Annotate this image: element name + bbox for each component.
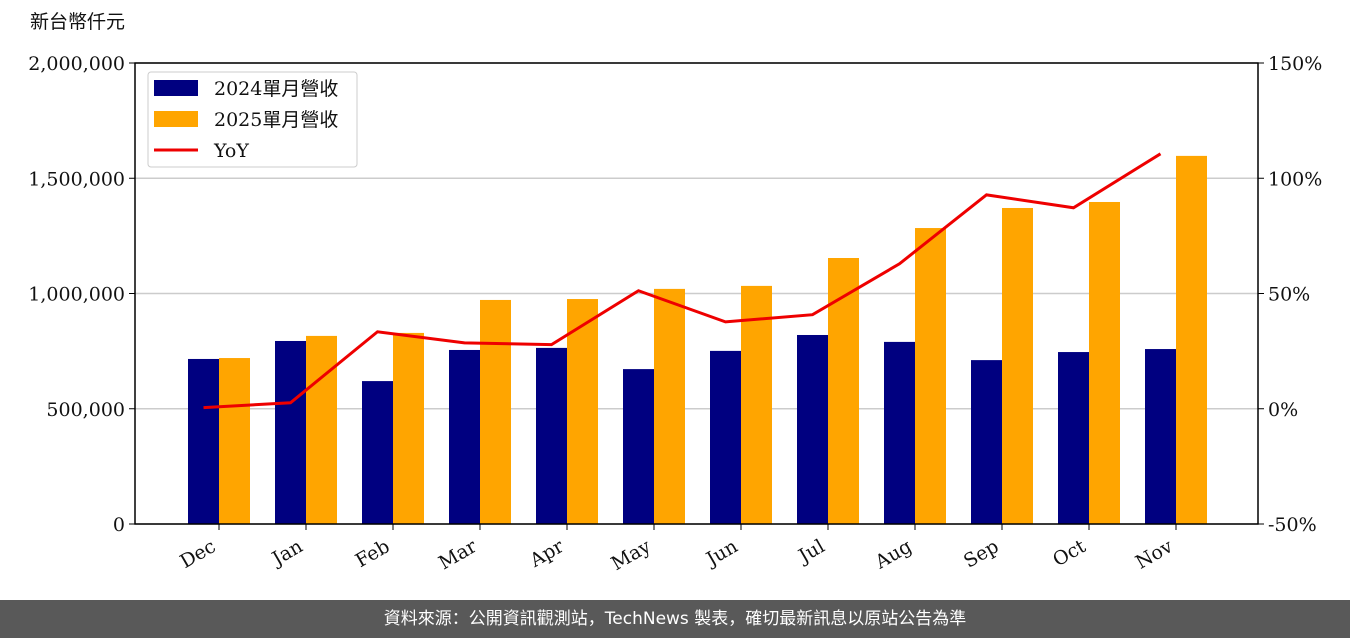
legend-swatch [154,111,198,127]
y-tick-label: 1,500,000 [28,168,125,190]
y-tick-label: 0 [113,514,125,536]
bar [1176,155,1207,525]
legend-label: 2024單月營收 [214,78,338,100]
bar [393,332,424,524]
legend-box [147,71,358,168]
bar [884,341,915,524]
legend: 2024單月營收 2025單月營收 YoY [147,71,358,168]
y2-tick-label: 150% [1268,53,1322,75]
footer: 資料來源：公開資訊觀測站，TechNews 製表，確切最新訊息以原站公告為準 [0,600,1350,638]
plot-frame [134,62,1259,525]
legend-label: 2025單月營收 [214,109,338,131]
bar [1002,207,1033,524]
bar [536,347,567,524]
x-tick-label: May [608,535,655,575]
bar [1145,349,1176,524]
x-tick-label: Jun [701,535,742,571]
y2-tick-label: 100% [1268,168,1322,190]
legend-swatch [154,80,198,96]
y2-tick-label: 0% [1268,399,1298,421]
bar [480,299,511,524]
x-tick-label: Dec [176,535,219,573]
page: {"chart_data": {"type": "bar_line", "y_l… [0,11,1350,638]
x-tick-label: Jul [793,535,828,568]
bar [654,288,685,524]
y-tick-label: 500,000 [46,399,125,421]
bar [710,350,741,524]
bar [188,358,219,524]
bar [1058,352,1089,524]
bar [797,334,828,524]
x-tick-label: Mar [435,535,481,574]
x-tick-label: Sep [960,535,1003,572]
x-tick-label: Apr [525,535,568,572]
y-axis-label: 新台幣仟元 [30,11,125,33]
bar [1089,201,1120,524]
x-tick-label: Aug [871,535,916,574]
bar [971,360,1002,524]
bar [915,228,946,524]
bar [623,369,654,524]
y-tick-label: 1,000,000 [28,284,125,306]
bar [741,285,772,524]
x-tick-label: Jan [267,535,307,571]
legend-label: YoY [213,140,249,162]
y2-tick-label: 50% [1268,284,1310,306]
bar [362,381,393,524]
x-tick-label: Feb [352,535,394,572]
chart: 新台幣仟元 0 500,000 1,000,000 1,500,000 2,000,00… [28,11,1322,575]
bar [449,349,480,524]
bar [567,299,598,524]
y2-tick-label: -50% [1268,514,1317,536]
bar [219,358,250,524]
y-tick-label: 2,000,000 [28,53,125,75]
bar [275,340,306,524]
line [203,152,1162,410]
x-tick-label: Oct [1049,535,1090,571]
x-tick-label: Nov [1132,535,1177,574]
bar [306,335,337,524]
